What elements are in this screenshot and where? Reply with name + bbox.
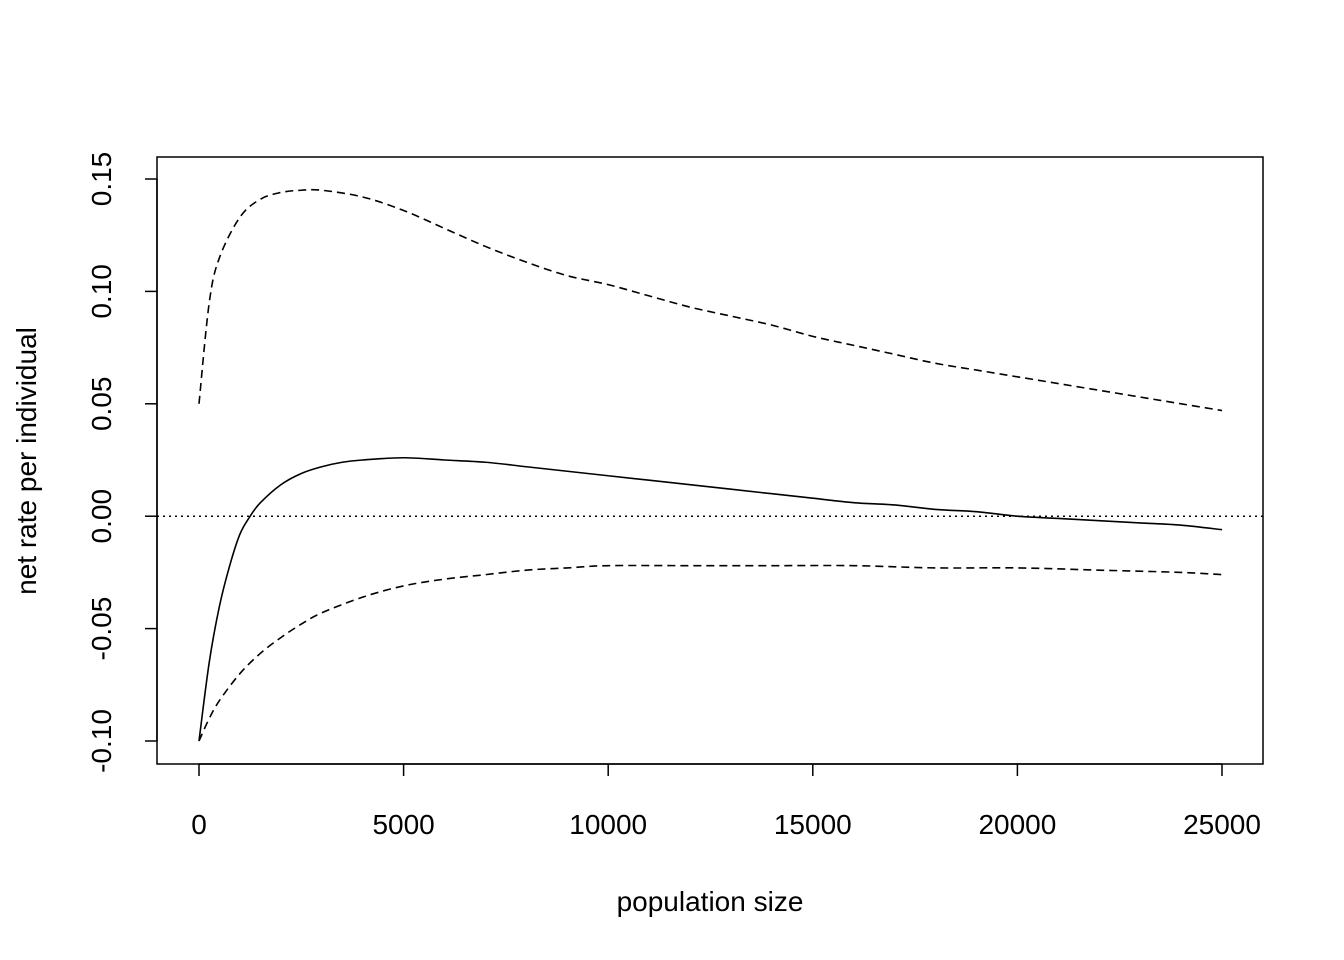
y-axis: -0.10 -0.05 0.00 0.05 0.10 0.15 bbox=[86, 152, 158, 773]
y-tick-label: -0.10 bbox=[86, 709, 117, 773]
x-tick-label: 10000 bbox=[569, 809, 647, 840]
x-tick-label: 0 bbox=[191, 809, 207, 840]
y-axis-label: net rate per individual bbox=[11, 327, 42, 595]
y-tick-label: -0.05 bbox=[86, 597, 117, 661]
y-tick-label: 0.05 bbox=[86, 377, 117, 432]
upper-dashed-curve bbox=[198, 188, 1223, 412]
lower-dashed-curve bbox=[198, 564, 1223, 742]
x-axis-label: population size bbox=[617, 886, 804, 917]
y-tick-label: 0.10 bbox=[86, 264, 117, 319]
y-tick-label: 0.00 bbox=[86, 489, 117, 544]
x-tick-label: 5000 bbox=[372, 809, 434, 840]
x-tick-label: 25000 bbox=[1183, 809, 1261, 840]
series-layer bbox=[198, 188, 1223, 742]
x-tick-label: 15000 bbox=[774, 809, 852, 840]
x-tick-label: 20000 bbox=[978, 809, 1056, 840]
plot-frame bbox=[156, 156, 1264, 765]
x-axis: 0 5000 10000 15000 20000 25000 bbox=[191, 763, 1261, 840]
net-rate-solid-curve bbox=[198, 456, 1223, 742]
y-tick-label: 0.15 bbox=[86, 152, 117, 207]
